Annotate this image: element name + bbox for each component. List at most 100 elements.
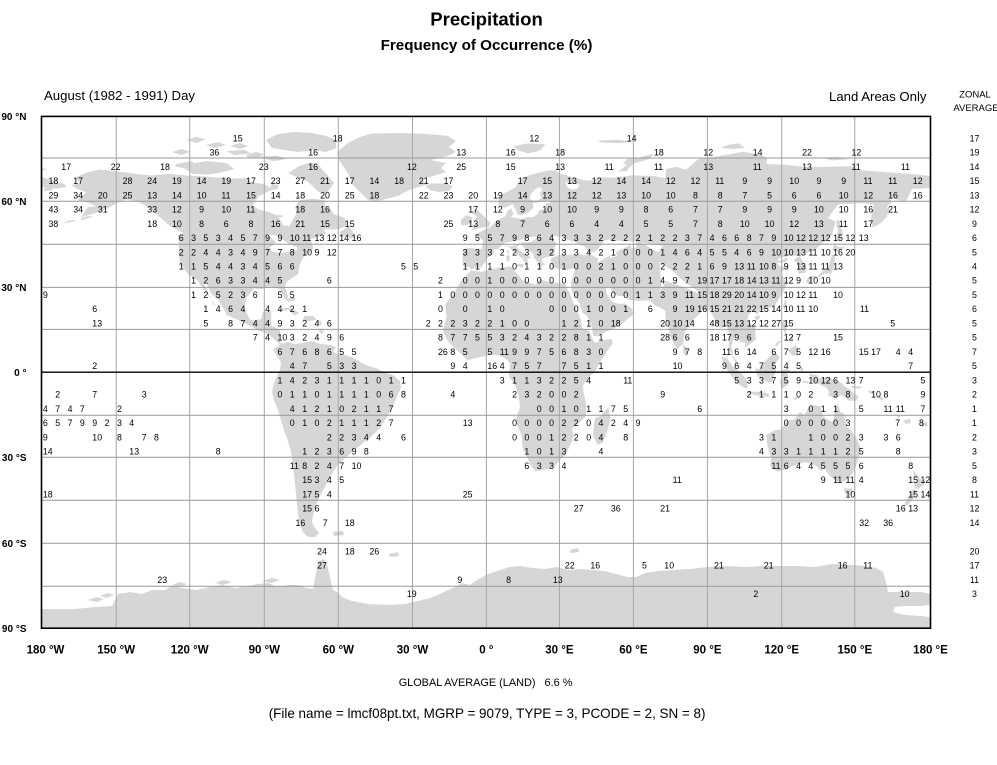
svg-text:9: 9 bbox=[43, 290, 48, 300]
svg-text:17: 17 bbox=[710, 276, 720, 286]
svg-text:3: 3 bbox=[290, 333, 295, 343]
svg-text:0: 0 bbox=[512, 262, 517, 272]
svg-text:4: 4 bbox=[228, 233, 233, 243]
svg-text:23: 23 bbox=[259, 162, 269, 172]
svg-text:7: 7 bbox=[784, 347, 789, 357]
svg-text:60 °E: 60 °E bbox=[619, 645, 648, 657]
svg-text:12: 12 bbox=[703, 148, 713, 158]
svg-text:7: 7 bbox=[908, 361, 913, 371]
svg-text:0: 0 bbox=[463, 304, 468, 314]
svg-text:14: 14 bbox=[617, 176, 627, 186]
svg-text:2: 2 bbox=[512, 390, 517, 400]
svg-text:6: 6 bbox=[697, 404, 702, 414]
svg-text:9: 9 bbox=[660, 390, 665, 400]
svg-text:18: 18 bbox=[49, 176, 59, 186]
svg-text:1: 1 bbox=[821, 447, 826, 457]
svg-text:12: 12 bbox=[784, 276, 794, 286]
svg-text:12: 12 bbox=[567, 190, 577, 200]
svg-text:8: 8 bbox=[117, 432, 122, 442]
svg-text:4: 4 bbox=[586, 375, 591, 385]
svg-text:2: 2 bbox=[747, 390, 752, 400]
svg-text:1: 1 bbox=[364, 390, 369, 400]
svg-text:6: 6 bbox=[792, 190, 797, 200]
svg-text:8: 8 bbox=[644, 205, 649, 215]
svg-text:3: 3 bbox=[784, 404, 789, 414]
svg-text:6: 6 bbox=[290, 262, 295, 272]
svg-text:180 °W: 180 °W bbox=[27, 645, 65, 657]
svg-text:6: 6 bbox=[570, 219, 575, 229]
svg-text:10: 10 bbox=[839, 205, 849, 215]
svg-text:3: 3 bbox=[784, 447, 789, 457]
svg-text:4: 4 bbox=[500, 361, 505, 371]
svg-text:3: 3 bbox=[487, 247, 492, 257]
svg-text:13: 13 bbox=[703, 162, 713, 172]
svg-text:9: 9 bbox=[43, 432, 48, 442]
svg-text:4: 4 bbox=[216, 247, 221, 257]
svg-text:21: 21 bbox=[320, 176, 330, 186]
svg-text:1: 1 bbox=[512, 375, 517, 385]
svg-text:5: 5 bbox=[216, 290, 221, 300]
svg-text:8: 8 bbox=[623, 432, 628, 442]
svg-text:7: 7 bbox=[697, 233, 702, 243]
svg-text:1: 1 bbox=[352, 418, 357, 428]
svg-text:8: 8 bbox=[506, 575, 511, 585]
svg-text:10: 10 bbox=[871, 390, 881, 400]
svg-text:27: 27 bbox=[317, 561, 327, 571]
svg-text:1: 1 bbox=[487, 262, 492, 272]
svg-text:4: 4 bbox=[315, 319, 320, 329]
svg-text:5: 5 bbox=[972, 361, 977, 371]
svg-text:16: 16 bbox=[506, 148, 516, 158]
svg-text:18: 18 bbox=[333, 133, 343, 143]
svg-text:4: 4 bbox=[290, 361, 295, 371]
svg-text:0: 0 bbox=[599, 304, 604, 314]
svg-text:2: 2 bbox=[203, 276, 208, 286]
svg-text:0: 0 bbox=[549, 404, 554, 414]
svg-text:6: 6 bbox=[747, 247, 752, 257]
svg-text:5: 5 bbox=[784, 375, 789, 385]
svg-text:5: 5 bbox=[642, 561, 647, 571]
svg-text:11: 11 bbox=[753, 162, 762, 172]
svg-text:15: 15 bbox=[759, 304, 769, 314]
svg-text:29: 29 bbox=[722, 290, 732, 300]
svg-text:6: 6 bbox=[972, 304, 977, 314]
svg-text:6: 6 bbox=[673, 333, 678, 343]
svg-text:5: 5 bbox=[972, 290, 977, 300]
svg-text:13: 13 bbox=[553, 575, 563, 585]
svg-text:6: 6 bbox=[524, 461, 529, 471]
svg-text:1: 1 bbox=[648, 233, 653, 243]
svg-text:6: 6 bbox=[92, 304, 97, 314]
svg-text:9: 9 bbox=[463, 233, 468, 243]
svg-text:5: 5 bbox=[524, 361, 529, 371]
svg-text:22: 22 bbox=[747, 304, 757, 314]
svg-text:12: 12 bbox=[913, 176, 923, 186]
svg-text:8: 8 bbox=[846, 390, 851, 400]
svg-text:5: 5 bbox=[475, 233, 480, 243]
svg-text:2: 2 bbox=[599, 262, 604, 272]
svg-text:9: 9 bbox=[520, 205, 525, 215]
svg-text:10: 10 bbox=[666, 190, 676, 200]
svg-text:21: 21 bbox=[419, 176, 429, 186]
svg-text:18: 18 bbox=[710, 290, 720, 300]
svg-text:1: 1 bbox=[339, 390, 344, 400]
svg-text:3: 3 bbox=[660, 290, 665, 300]
svg-text:0: 0 bbox=[475, 290, 480, 300]
svg-text:(File name = lmcf08pt.txt, MGR: (File name = lmcf08pt.txt, MGRP = 9079, … bbox=[269, 706, 706, 721]
svg-text:10: 10 bbox=[784, 304, 794, 314]
svg-text:1: 1 bbox=[972, 418, 977, 428]
svg-text:4: 4 bbox=[759, 447, 764, 457]
svg-text:1: 1 bbox=[203, 304, 208, 314]
svg-text:1: 1 bbox=[389, 375, 394, 385]
svg-text:19: 19 bbox=[172, 176, 182, 186]
svg-text:15: 15 bbox=[784, 319, 794, 329]
svg-text:18: 18 bbox=[345, 518, 355, 528]
svg-text:0: 0 bbox=[315, 418, 320, 428]
svg-text:11: 11 bbox=[796, 304, 805, 314]
svg-text:7: 7 bbox=[859, 375, 864, 385]
svg-text:5: 5 bbox=[203, 262, 208, 272]
svg-text:18: 18 bbox=[295, 190, 305, 200]
svg-text:12: 12 bbox=[846, 233, 856, 243]
svg-text:0: 0 bbox=[537, 290, 542, 300]
svg-text:0: 0 bbox=[599, 276, 604, 286]
svg-text:9: 9 bbox=[315, 247, 320, 257]
svg-text:2: 2 bbox=[302, 319, 307, 329]
